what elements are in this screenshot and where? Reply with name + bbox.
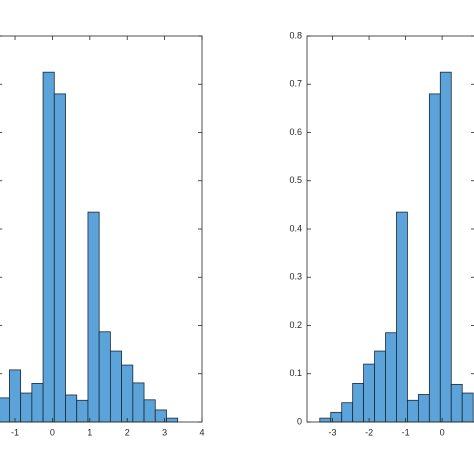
bar: [76, 399, 89, 423]
y-tick-label: 0.8: [289, 30, 302, 40]
x-tick-label: -1: [402, 427, 410, 437]
bar: [143, 399, 156, 423]
x-tick-label: -1: [11, 427, 19, 437]
bar: [53, 93, 66, 423]
y-tick-label: 0.7: [289, 79, 302, 89]
y-tick-label: 0.2: [289, 320, 302, 330]
bar: [319, 417, 332, 423]
bar: [450, 383, 463, 423]
bar: [65, 394, 78, 423]
bar: [20, 392, 33, 423]
bar: [42, 71, 55, 423]
y-tick-label: 0.6: [289, 127, 302, 137]
bar: [341, 402, 354, 423]
x-tick-label: -2: [365, 427, 373, 437]
bar: [9, 369, 22, 423]
x-tick-label: 0: [440, 427, 445, 437]
x-tick-label: 4: [199, 427, 204, 437]
bar: [385, 332, 397, 423]
bar: [31, 382, 44, 423]
x-tick-label: 0: [50, 427, 55, 437]
bar: [428, 93, 441, 423]
x-tick-label: 3: [162, 427, 167, 437]
x-tick-label: 1: [87, 427, 92, 437]
bar: [98, 331, 111, 423]
x-tick-label: -3: [329, 427, 337, 437]
y-tick-label: 0.4: [289, 223, 302, 233]
bar: [0, 397, 10, 423]
bar: [87, 211, 100, 423]
y-tick-label: 0.1: [289, 368, 302, 378]
bar: [417, 394, 430, 423]
bar: [407, 399, 419, 423]
bar: [363, 363, 375, 423]
bar: [352, 382, 365, 423]
bar: [132, 382, 145, 423]
bar: [166, 417, 179, 423]
y-tick-label: 0: [297, 416, 302, 426]
y-tick-label: 0.5: [289, 175, 302, 185]
bar: [439, 71, 452, 423]
bar: [374, 350, 386, 423]
y-tick-label: 0.3: [289, 272, 302, 282]
bar: [461, 392, 474, 423]
x-tick-label: 2: [125, 427, 130, 437]
bar: [109, 350, 123, 423]
bar: [396, 211, 408, 423]
bar: [121, 364, 134, 423]
